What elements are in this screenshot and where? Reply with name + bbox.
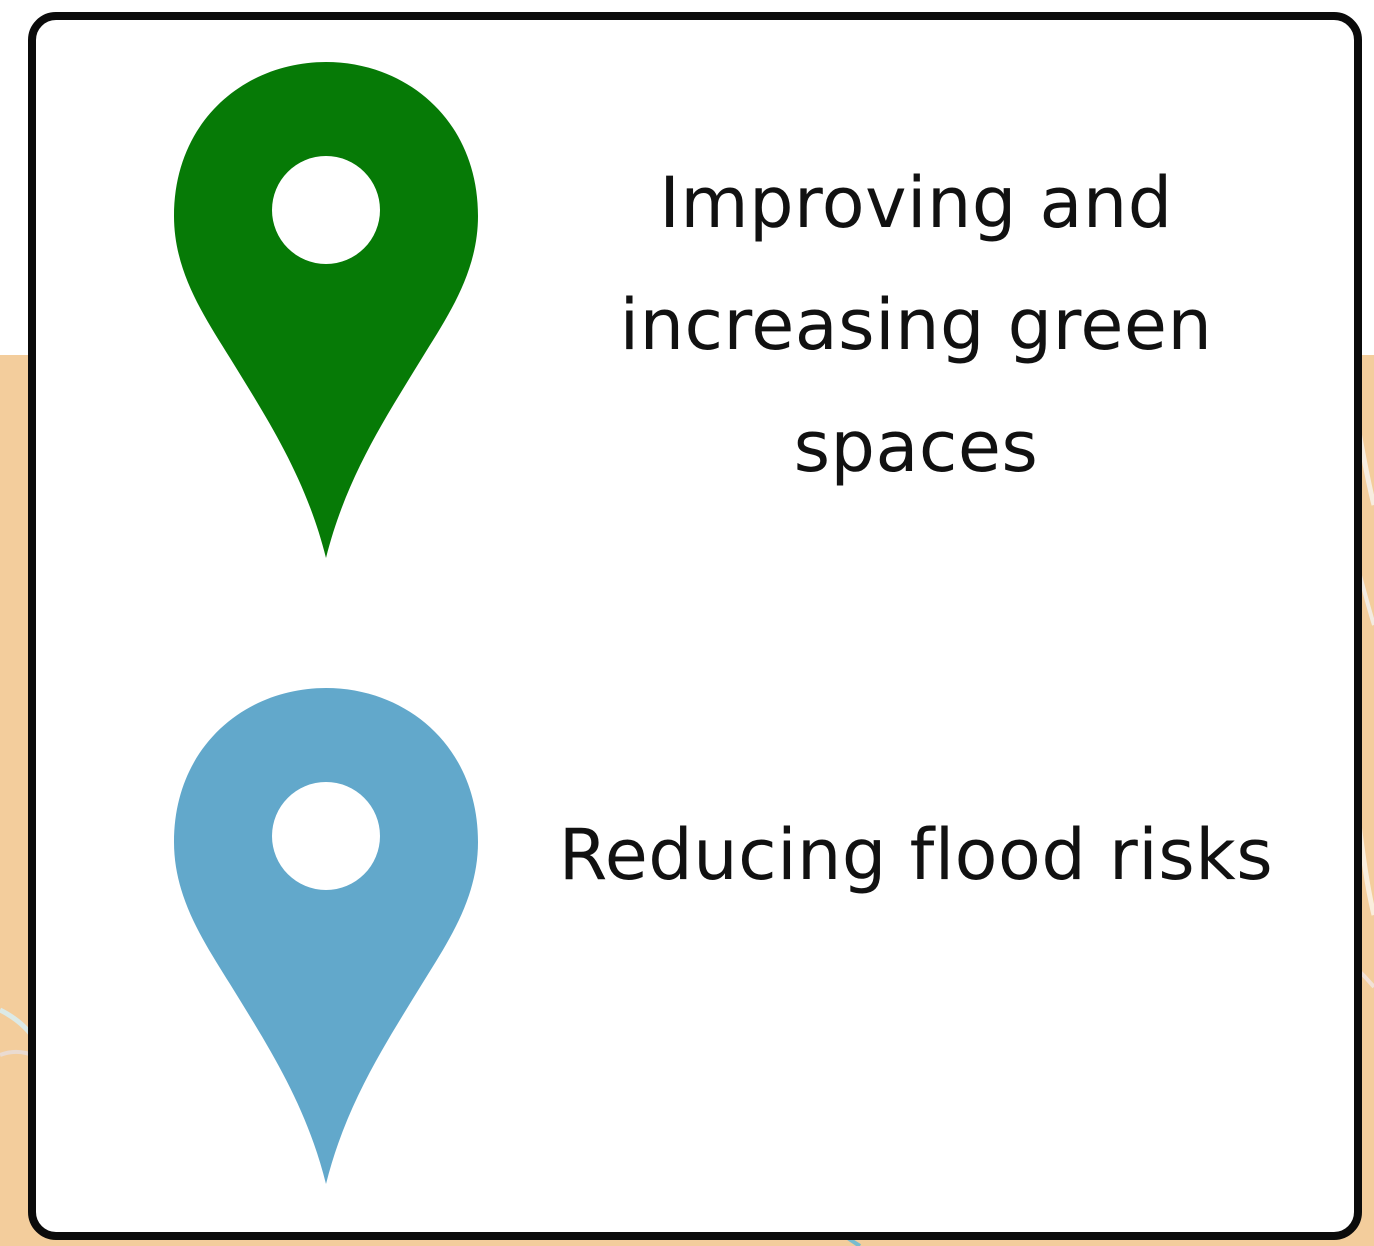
legend-item-flood-risks: Reducing flood risks [36, 684, 1354, 1204]
blue-map-pin-icon [174, 688, 478, 1184]
legend-item-green-spaces: Improving and increasing green spaces [36, 58, 1354, 578]
legend-label-green-spaces: Improving and increasing green spaces [619, 162, 1213, 488]
map-legend: Improving and increasing green spaces Re… [28, 12, 1362, 1240]
legend-label-flood-risks: Reducing flood risks [558, 814, 1274, 896]
green-map-pin-icon [174, 62, 478, 558]
